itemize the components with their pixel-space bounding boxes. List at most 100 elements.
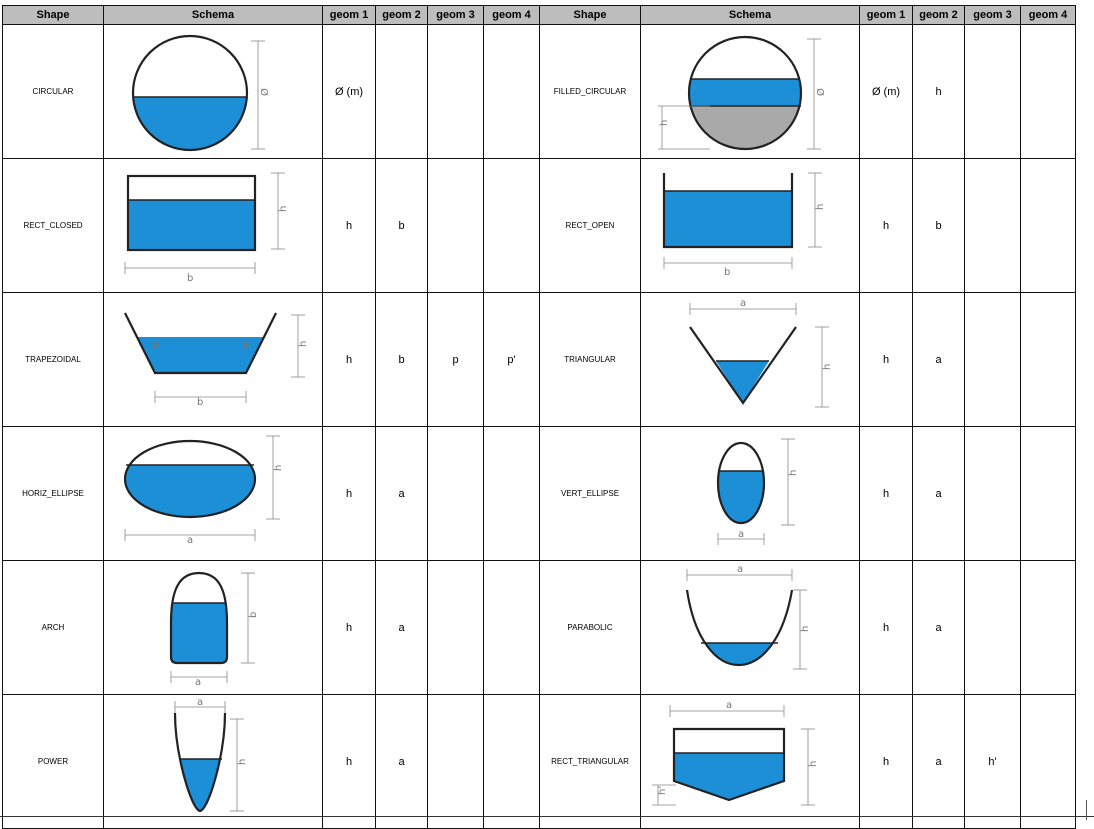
geom-cell: Ø (m) bbox=[860, 25, 913, 159]
dim-label-p: p bbox=[153, 339, 159, 350]
header-geom1-2: geom 1 bbox=[860, 6, 913, 25]
dim-label-b: b bbox=[248, 612, 259, 618]
geom-cell: a bbox=[913, 561, 965, 695]
schema-rect-triangular: a h h' bbox=[641, 695, 860, 829]
geom-cell bbox=[484, 427, 540, 561]
dim-label-a: a bbox=[738, 529, 744, 540]
header-schema: Schema bbox=[104, 6, 323, 25]
circular-diagram: Ø bbox=[113, 29, 313, 154]
geom-cell: a bbox=[376, 561, 428, 695]
geom-cell: h bbox=[323, 561, 376, 695]
header-geom2-2: geom 2 bbox=[913, 6, 965, 25]
schema-rect-closed: h b bbox=[104, 159, 323, 293]
geom-cell bbox=[1021, 25, 1076, 159]
geom-cell bbox=[428, 25, 484, 159]
trapezoidal-diagram: p p h b bbox=[113, 297, 313, 422]
geom-cell: h' bbox=[965, 695, 1021, 829]
geom-cell: a bbox=[913, 695, 965, 829]
page-edge-mark bbox=[1086, 800, 1087, 820]
geom-cell: h bbox=[323, 695, 376, 829]
schema-vert-ellipse: h a bbox=[641, 427, 860, 561]
shape-name-vert-ellipse: VERT_ELLIPSE bbox=[540, 427, 641, 561]
rect-triangular-diagram: a h h' bbox=[650, 699, 850, 824]
geom-cell bbox=[428, 561, 484, 695]
dim-label-h: h bbox=[278, 206, 289, 212]
shape-name-trapezoidal: TRAPEZOIDAL bbox=[3, 293, 104, 427]
shape-name-power: POWER bbox=[3, 695, 104, 829]
schema-power: a h bbox=[104, 695, 323, 829]
dim-label-a: a bbox=[740, 298, 746, 309]
dim-label-a: a bbox=[195, 677, 201, 688]
schema-trapezoidal: p p h b bbox=[104, 293, 323, 427]
dim-label-p: p bbox=[243, 339, 249, 350]
schema-circular: Ø bbox=[104, 25, 323, 159]
dim-label-h: h bbox=[800, 626, 811, 632]
geom-cell: b bbox=[376, 159, 428, 293]
geom-cell: Ø (m) bbox=[323, 25, 376, 159]
header-geom2: geom 2 bbox=[376, 6, 428, 25]
geom-cell: h bbox=[860, 427, 913, 561]
rect-closed-diagram: h b bbox=[113, 163, 313, 288]
dim-label-b: b bbox=[724, 267, 730, 278]
table-row: ARCH b a h a bbox=[3, 561, 1076, 695]
dim-label-b: b bbox=[197, 397, 203, 408]
dim-label-h-prime: h' bbox=[657, 786, 668, 795]
dim-label-diameter: Ø bbox=[815, 88, 827, 96]
geom-cell bbox=[484, 695, 540, 829]
parabolic-diagram: a h bbox=[650, 565, 850, 690]
header-geom1: geom 1 bbox=[323, 6, 376, 25]
geom-cell: h bbox=[860, 561, 913, 695]
header-geom4-2: geom 4 bbox=[1021, 6, 1076, 25]
dim-label-a: a bbox=[187, 535, 193, 546]
geom-cell: a bbox=[913, 293, 965, 427]
geom-cell: h bbox=[323, 293, 376, 427]
geom-cell bbox=[484, 25, 540, 159]
header-geom4: geom 4 bbox=[484, 6, 540, 25]
geom-cell bbox=[484, 159, 540, 293]
table-row: RECT_CLOSED h b h b bbox=[3, 159, 1076, 293]
dim-label-a: a bbox=[726, 700, 732, 711]
shape-name-rect-open: RECT_OPEN bbox=[540, 159, 641, 293]
shape-name-triangular: TRIANGULAR bbox=[540, 293, 641, 427]
geom-cell bbox=[376, 25, 428, 159]
geom-cell bbox=[965, 561, 1021, 695]
geom-cell: a bbox=[913, 427, 965, 561]
table-row: POWER a h h a bbox=[3, 695, 1076, 829]
header-geom3-2: geom 3 bbox=[965, 6, 1021, 25]
table-row: TRAPEZOIDAL p p h b h b bbox=[3, 293, 1076, 427]
header-shape: Shape bbox=[3, 6, 104, 25]
geom-cell: p' bbox=[484, 293, 540, 427]
geom-cell: a bbox=[376, 695, 428, 829]
geom-cell bbox=[965, 25, 1021, 159]
schema-rect-open: h b bbox=[641, 159, 860, 293]
dim-label-h: h bbox=[822, 364, 833, 370]
filled-circular-diagram: h Ø bbox=[650, 29, 850, 154]
header-schema-2: Schema bbox=[641, 6, 860, 25]
table-row: CIRCULAR Ø Ø (m) FILLED_CIRCULAR bbox=[3, 25, 1076, 159]
geom-cell bbox=[965, 427, 1021, 561]
geom-cell: h bbox=[860, 293, 913, 427]
triangular-diagram: a h bbox=[650, 297, 850, 422]
geom-cell: p bbox=[428, 293, 484, 427]
geom-cell: h bbox=[323, 427, 376, 561]
shape-name-filled-circular: FILLED_CIRCULAR bbox=[540, 25, 641, 159]
page-bottom-rule bbox=[0, 816, 1094, 817]
geom-cell bbox=[1021, 293, 1076, 427]
shape-name-arch: ARCH bbox=[3, 561, 104, 695]
geom-cell bbox=[1021, 695, 1076, 829]
dim-label-h: h bbox=[298, 341, 309, 347]
vert-ellipse-diagram: h a bbox=[650, 431, 850, 556]
dim-label-h: h bbox=[808, 761, 819, 767]
schema-horiz-ellipse: h a bbox=[104, 427, 323, 561]
geom-cell bbox=[428, 159, 484, 293]
geom-cell: h bbox=[860, 695, 913, 829]
dim-label-diameter: Ø bbox=[259, 88, 271, 96]
shape-name-circular: CIRCULAR bbox=[3, 25, 104, 159]
schema-triangular: a h bbox=[641, 293, 860, 427]
geom-cell bbox=[1021, 561, 1076, 695]
geom-cell bbox=[965, 293, 1021, 427]
geom-cell bbox=[428, 695, 484, 829]
header-geom3: geom 3 bbox=[428, 6, 484, 25]
header-shape-2: Shape bbox=[540, 6, 641, 25]
shape-name-rect-triangular: RECT_TRIANGULAR bbox=[540, 695, 641, 829]
